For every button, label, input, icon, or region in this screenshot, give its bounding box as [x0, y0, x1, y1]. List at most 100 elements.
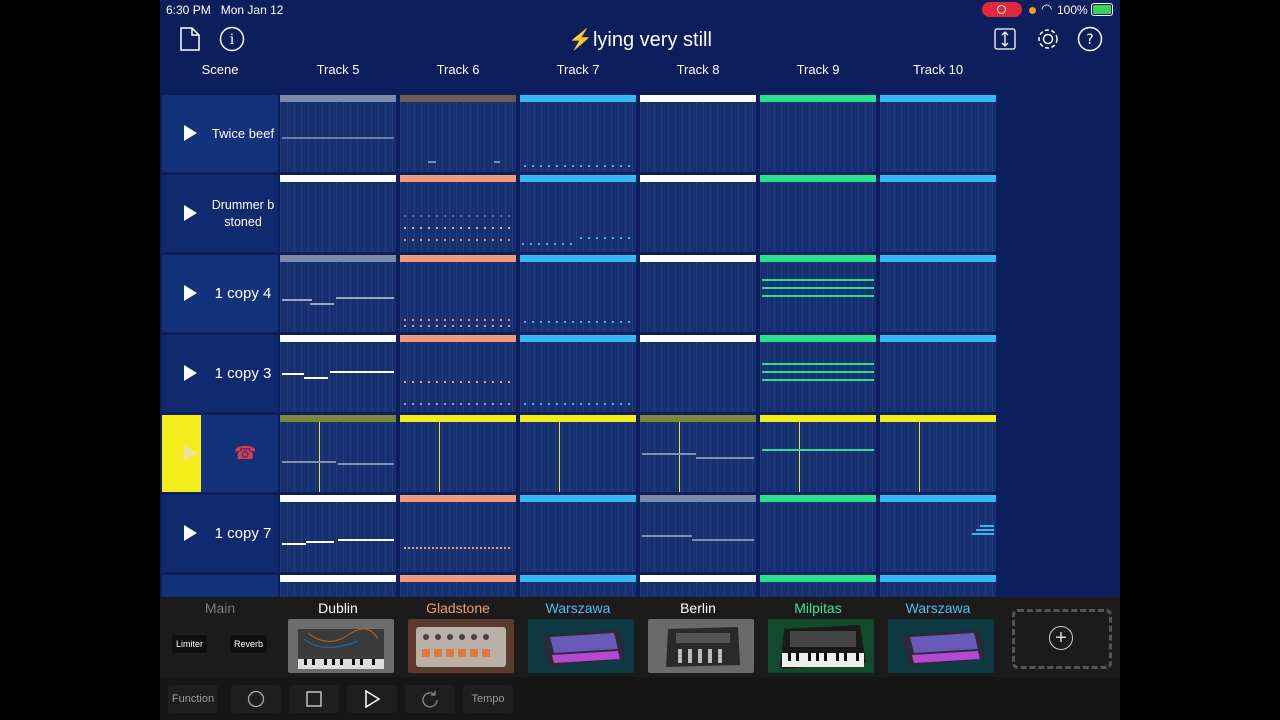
- clip[interactable]: [280, 335, 396, 412]
- instrument-dublin[interactable]: Dublin: [280, 597, 396, 677]
- battery-icon: [1091, 3, 1113, 16]
- clip[interactable]: [640, 255, 756, 332]
- clip[interactable]: [880, 495, 996, 572]
- clip[interactable]: [520, 335, 636, 412]
- screen-recording-icon: [982, 2, 1022, 17]
- instrument-berlin[interactable]: Berlin: [640, 597, 756, 677]
- info-icon[interactable]: i: [219, 26, 245, 52]
- record-button[interactable]: [231, 685, 281, 713]
- main-bus[interactable]: Main Limiter Reverb: [162, 597, 278, 677]
- scene-header: Scene: [201, 62, 239, 77]
- track-header[interactable]: Track 6: [436, 62, 480, 77]
- clip[interactable]: [280, 175, 396, 252]
- stop-button[interactable]: [289, 685, 339, 713]
- clip[interactable]: [400, 415, 516, 492]
- clip[interactable]: [520, 415, 636, 492]
- clip[interactable]: [400, 255, 516, 332]
- scene-row-partial[interactable]: [162, 575, 278, 597]
- clip[interactable]: [880, 575, 996, 597]
- scene-row-1-copy-3[interactable]: 1 copy 3: [162, 335, 278, 412]
- clip[interactable]: [880, 415, 996, 492]
- clip[interactable]: [760, 495, 876, 572]
- clip[interactable]: [760, 255, 876, 332]
- loop-button[interactable]: [405, 685, 455, 713]
- clip[interactable]: [640, 95, 756, 172]
- resize-icon[interactable]: [992, 26, 1018, 52]
- clip[interactable]: [280, 95, 396, 172]
- clip[interactable]: [760, 575, 876, 597]
- clip[interactable]: [640, 415, 756, 492]
- svg-text:?: ?: [1086, 32, 1093, 48]
- play-scene-icon[interactable]: [184, 365, 197, 381]
- scene-row-drummer[interactable]: Drummer b stoned: [162, 175, 278, 252]
- drum-machine-thumbnail: [408, 619, 514, 673]
- clip[interactable]: [280, 255, 396, 332]
- track-header[interactable]: Track 9: [796, 62, 840, 77]
- clip[interactable]: [760, 335, 876, 412]
- clip[interactable]: [640, 575, 756, 597]
- stop-icon: [306, 691, 322, 707]
- limiter-button[interactable]: Limiter: [172, 635, 208, 653]
- clip[interactable]: [880, 95, 996, 172]
- scene-row-1-copy-4[interactable]: 1 copy 4: [162, 255, 278, 332]
- scene-label: Drummer b stoned: [211, 197, 275, 229]
- track-header[interactable]: Track 7: [556, 62, 600, 77]
- clip[interactable]: [520, 495, 636, 572]
- play-scene-icon[interactable]: [184, 125, 197, 141]
- add-instrument-button[interactable]: +: [1012, 609, 1112, 669]
- tempo-button[interactable]: Tempo: [463, 685, 513, 713]
- clip[interactable]: [520, 255, 636, 332]
- instrument-name: Warszawa: [545, 600, 611, 616]
- clip[interactable]: [640, 175, 756, 252]
- track-header[interactable]: Track 8: [676, 62, 720, 77]
- project-title[interactable]: ⚡lying very still: [568, 29, 712, 51]
- play-scene-icon[interactable]: [184, 285, 197, 301]
- clip-grid: Twice beef Drummer b stoned 1 copy 4: [160, 82, 1120, 597]
- help-icon[interactable]: ?: [1077, 26, 1103, 52]
- scene-label: 1 copy 7: [214, 525, 272, 542]
- function-button[interactable]: Function: [168, 685, 218, 713]
- clip[interactable]: [280, 415, 396, 492]
- settings-gear-icon[interactable]: [1035, 26, 1061, 52]
- play-button[interactable]: [347, 685, 397, 713]
- clip[interactable]: [520, 95, 636, 172]
- scene-label: 1 copy 3: [214, 365, 272, 382]
- clip[interactable]: [280, 575, 396, 597]
- clip[interactable]: [520, 575, 636, 597]
- clip[interactable]: [280, 495, 396, 572]
- play-scene-icon[interactable]: [184, 445, 197, 461]
- track-header[interactable]: Track 5: [316, 62, 360, 77]
- clip[interactable]: [400, 95, 516, 172]
- document-icon[interactable]: [177, 26, 203, 52]
- clip[interactable]: [400, 575, 516, 597]
- instrument-gladstone[interactable]: Gladstone: [400, 597, 516, 677]
- scene-row-active[interactable]: ☎: [162, 415, 278, 492]
- clip[interactable]: [880, 255, 996, 332]
- play-icon: [365, 690, 381, 708]
- clip[interactable]: [880, 175, 996, 252]
- svg-text:i: i: [230, 32, 235, 48]
- clip[interactable]: [520, 175, 636, 252]
- clip[interactable]: [400, 175, 516, 252]
- play-scene-icon[interactable]: [184, 525, 197, 541]
- clip[interactable]: [640, 495, 756, 572]
- reverb-button[interactable]: Reverb: [230, 635, 268, 653]
- instrument-warszawa-2[interactable]: Warszawa: [880, 597, 996, 677]
- synth-thumbnail: [888, 619, 994, 673]
- play-scene-icon[interactable]: [184, 205, 197, 221]
- clip[interactable]: [400, 495, 516, 572]
- scene-row-1-copy-7[interactable]: 1 copy 7: [162, 495, 278, 572]
- scene-label: 1 copy 4: [214, 285, 272, 302]
- clip[interactable]: [760, 95, 876, 172]
- instrument-warszawa[interactable]: Warszawa: [520, 597, 636, 677]
- clip[interactable]: [640, 335, 756, 412]
- clip[interactable]: [760, 175, 876, 252]
- scene-row-twice-beef[interactable]: Twice beef: [162, 95, 278, 172]
- clip[interactable]: [400, 335, 516, 412]
- instrument-name: Dublin: [318, 600, 358, 616]
- instrument-milpitas[interactable]: Milpitas: [760, 597, 876, 677]
- clip[interactable]: [880, 335, 996, 412]
- track-header[interactable]: Track 10: [912, 62, 964, 77]
- clip[interactable]: [760, 415, 876, 492]
- synth-thumbnail: [648, 619, 754, 673]
